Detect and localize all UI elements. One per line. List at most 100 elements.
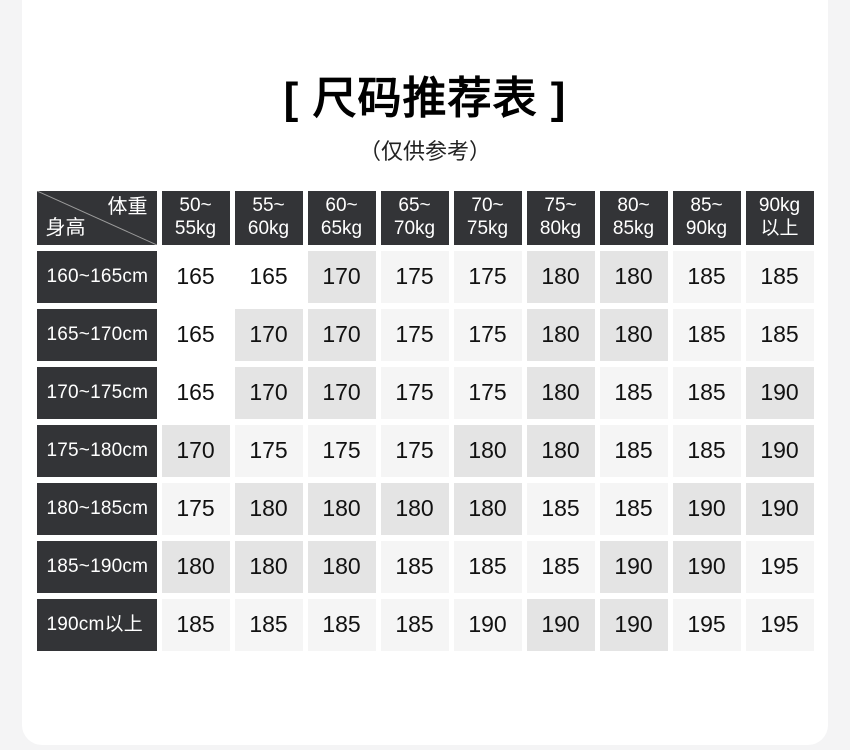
weight-header-line1: 60~	[325, 195, 358, 217]
weight-header-line1: 55~	[252, 195, 285, 217]
size-cell-text: 175	[395, 437, 434, 464]
size-table: 体重 身高 50~ 55kg 55~ 60kg 60~ 65kg 65~ 70kg 70~ 75k…	[36, 190, 814, 651]
weight-header-cell: 50~ 55kg	[161, 190, 230, 245]
size-cell: 175	[380, 424, 449, 477]
size-cell-text: 170	[322, 379, 361, 406]
size-cell-text: 170	[176, 437, 215, 464]
size-cell-text: 190	[760, 495, 799, 522]
size-cell: 175	[234, 424, 303, 477]
size-cell-text: 185	[541, 495, 580, 522]
size-cell: 180	[526, 250, 595, 303]
weight-header-line2: 80kg	[539, 217, 582, 239]
size-cell-text: 190	[760, 437, 799, 464]
size-cell-text: 175	[468, 263, 507, 290]
weight-header-line1: 70~	[471, 195, 504, 217]
size-cell-text: 190	[687, 495, 726, 522]
size-cell: 185	[599, 482, 668, 535]
size-cell-text: 195	[760, 553, 799, 580]
height-label-cell: 185~190cm	[36, 540, 157, 593]
size-cell: 170	[307, 308, 376, 361]
size-cell-text: 190	[541, 611, 580, 638]
size-cell: 170	[161, 424, 230, 477]
size-cell-text: 180	[176, 553, 215, 580]
weight-header-line1: 80~	[617, 195, 650, 217]
size-cell: 170	[234, 366, 303, 419]
size-cell: 175	[380, 250, 449, 303]
size-cell: 185	[599, 424, 668, 477]
size-cell: 180	[380, 482, 449, 535]
size-cell-text: 170	[249, 321, 288, 348]
size-cell: 185	[672, 250, 741, 303]
size-cell-text: 180	[249, 495, 288, 522]
weight-header-cell: 65~ 70kg	[380, 190, 449, 245]
size-cell: 175	[380, 366, 449, 419]
size-cell-text: 180	[541, 437, 580, 464]
size-cell-text: 165	[176, 263, 215, 290]
size-cell-text: 185	[395, 611, 434, 638]
size-cell: 180	[599, 250, 668, 303]
size-cell: 190	[599, 598, 668, 651]
size-cell: 180	[453, 424, 522, 477]
size-cell-text: 165	[176, 379, 215, 406]
size-cell-text: 175	[395, 379, 434, 406]
size-cell: 170	[307, 366, 376, 419]
size-cell: 185	[745, 250, 814, 303]
size-cell: 185	[526, 540, 595, 593]
size-cell: 190	[745, 366, 814, 419]
weight-header-cell: 80~ 85kg	[599, 190, 668, 245]
size-cell-text: 180	[614, 321, 653, 348]
height-label-cell-text: 160~165cm	[46, 266, 149, 288]
weight-header-cell: 75~ 80kg	[526, 190, 595, 245]
height-label-cell: 190cm以上	[36, 598, 157, 651]
size-cell: 190	[745, 424, 814, 477]
size-cell-text: 190	[614, 611, 653, 638]
size-cell-text: 185	[760, 321, 799, 348]
size-cell-text: 180	[541, 379, 580, 406]
size-cell: 185	[453, 540, 522, 593]
weight-header-line2: 85kg	[612, 217, 655, 239]
height-label-cell-text: 175~180cm	[46, 440, 149, 462]
size-cell: 180	[526, 366, 595, 419]
size-cell-text: 180	[468, 437, 507, 464]
size-cell-text: 165	[176, 321, 215, 348]
size-cell-text: 185	[760, 263, 799, 290]
weight-header-line2: 60kg	[247, 217, 290, 239]
size-cell-text: 180	[249, 553, 288, 580]
weight-header-cell: 85~ 90kg	[672, 190, 741, 245]
size-cell: 185	[380, 598, 449, 651]
size-cell: 185	[599, 366, 668, 419]
size-cell-text: 195	[687, 611, 726, 638]
size-cell: 180	[599, 308, 668, 361]
size-cell: 185	[380, 540, 449, 593]
size-cell: 195	[672, 598, 741, 651]
height-label-cell-text: 170~175cm	[46, 382, 149, 404]
size-cell-text: 175	[468, 379, 507, 406]
size-cell: 195	[745, 598, 814, 651]
size-cell-text: 180	[322, 553, 361, 580]
size-cell-text: 190	[614, 553, 653, 580]
height-label-cell-text: 165~170cm	[46, 324, 149, 346]
size-cell: 180	[307, 482, 376, 535]
size-cell: 185	[234, 598, 303, 651]
weight-header-line2: 70kg	[393, 217, 436, 239]
page-title: [ 尺码推荐表 ]	[283, 74, 567, 123]
weight-header-line1: 50~	[179, 195, 212, 217]
size-cell-text: 185	[176, 611, 215, 638]
size-cell: 180	[234, 540, 303, 593]
size-cell: 175	[161, 482, 230, 535]
size-cell-text: 190	[760, 379, 799, 406]
height-label-cell: 165~170cm	[36, 308, 157, 361]
size-cell: 175	[453, 366, 522, 419]
height-label-cell: 175~180cm	[36, 424, 157, 477]
size-cell: 185	[526, 482, 595, 535]
size-cell: 185	[745, 308, 814, 361]
weight-header-line2: 55kg	[174, 217, 217, 239]
size-cell: 185	[672, 308, 741, 361]
size-cell-text: 170	[322, 263, 361, 290]
size-cell: 165	[234, 250, 303, 303]
size-cell: 190	[453, 598, 522, 651]
size-cell-text: 185	[541, 553, 580, 580]
size-cell: 190	[745, 482, 814, 535]
size-cell-text: 185	[614, 437, 653, 464]
size-cell: 180	[234, 482, 303, 535]
